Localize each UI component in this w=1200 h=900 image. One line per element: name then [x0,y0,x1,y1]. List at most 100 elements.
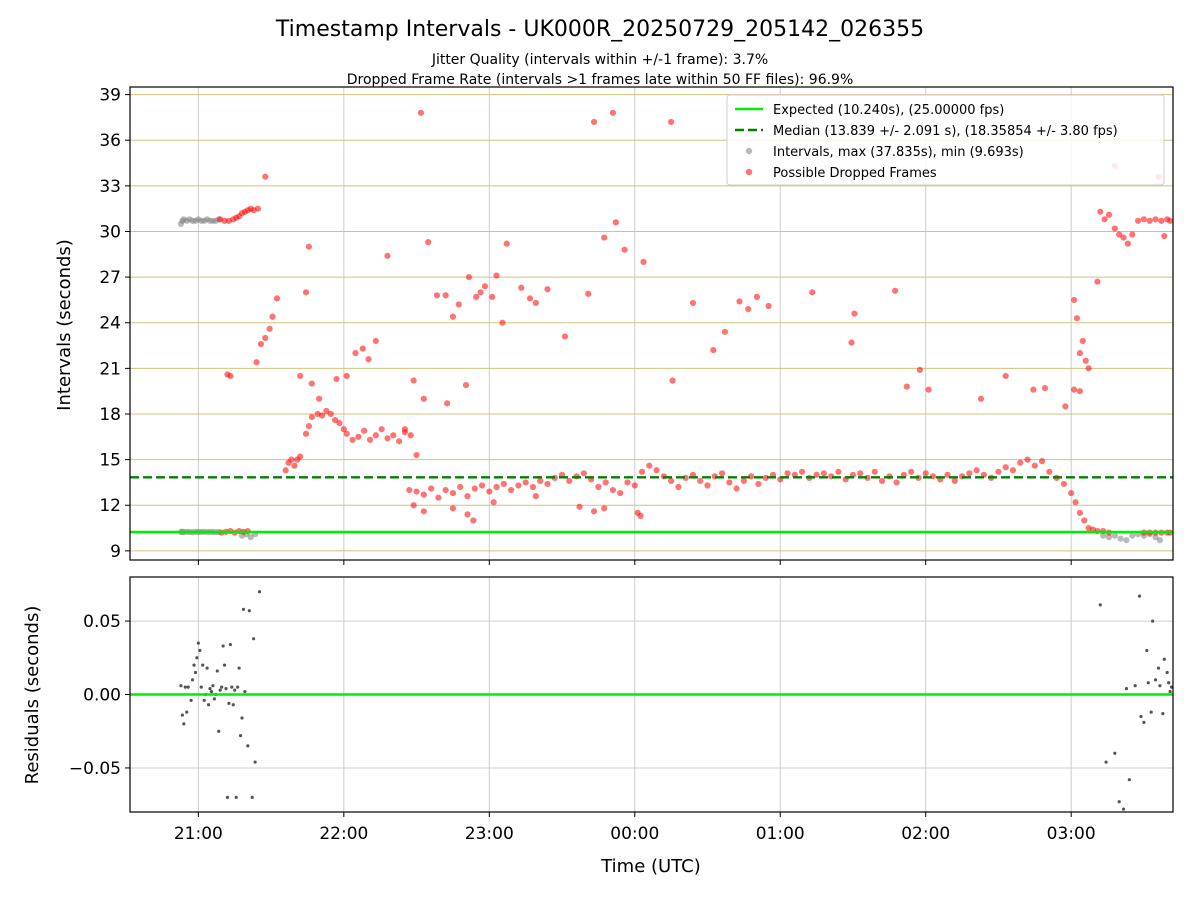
dropped-frame-point [288,456,295,463]
dropped-frame-point [526,295,534,302]
dropped-frame-point [305,423,313,430]
dropped-frame-point [609,486,617,494]
dropped-frame-point [1129,231,1136,238]
dropped-frame-point [621,246,628,253]
dropped-frame-point [407,432,414,439]
dropped-frame-point [227,372,234,380]
dropped-frame-point [532,299,539,307]
legend-dot-swatch [745,168,753,176]
dropped-frame-point [435,494,442,501]
residual-point [1137,594,1142,598]
dropped-frame-point [576,503,583,510]
legend-label: Possible Dropped Frames [773,166,937,181]
x-axis-label: Time (UTC) [600,856,701,877]
residual-point [205,666,209,670]
dropped-frame-point [668,477,675,485]
dropped-frame-point [1076,388,1084,395]
dropped-frame-point [733,485,740,492]
dropped-frame-point [668,118,675,126]
residual-point [1151,619,1155,623]
y-tick-label: 27 [99,268,121,288]
y-tick-label: 0.00 [83,686,121,706]
dropped-frame-point [1140,216,1148,223]
residual-point [237,666,241,670]
interval-point [247,534,254,541]
dropped-frame-point [413,488,420,495]
dropped-frame-point [903,383,910,390]
residual-point [240,716,244,720]
dropped-frame-point [490,499,497,506]
dropped-frame-point [612,219,619,226]
residual-point [215,669,219,673]
dropped-frame-point [262,334,269,342]
y-tick-label: 39 [99,86,121,106]
dropped-frame-point [710,347,717,354]
residual-point [201,663,205,667]
residual-point [1169,685,1174,689]
residual-point [1149,710,1153,714]
dropped-frame-point [585,290,592,297]
dropped-frame-point [892,287,899,294]
residual-point [208,687,212,691]
dropped-frame-point [820,470,827,477]
dropped-frame-point [857,470,864,477]
dropped-frame-point [1030,386,1037,393]
dropped-frame-point [609,109,617,116]
residual-point [217,729,221,733]
interval-point [1100,532,1107,539]
residuals-y-axis-label: Residuals (seconds) [22,606,43,785]
dropped-frame-point [1070,386,1078,393]
dropped-frame-point [449,313,457,320]
residual-point [257,590,262,594]
dropped-frame-point [973,467,980,474]
residual-point [1127,778,1131,782]
dropped-frame-point [499,319,506,326]
dropped-frame-point [420,508,427,515]
dropped-frame-point [372,432,379,439]
dropped-frame-point [366,436,374,443]
dropped-frame-point [835,468,842,475]
dropped-frame-point [1060,480,1067,488]
residual-point [221,644,225,648]
x-tick-label: 02:00 [901,824,950,844]
dropped-frame-point [464,493,471,500]
dropped-frame-point [745,305,752,313]
residual-point [234,795,238,799]
dropped-frame-point [631,482,638,489]
dropped-frame-point [740,477,747,485]
residual-point [246,744,250,748]
dropped-frame-point [508,486,515,494]
dropped-frame-point [457,483,464,491]
dropped-frame-point [355,433,362,440]
residual-point [182,722,186,726]
residual-point [247,609,251,613]
x-tick-label: 03:00 [1047,824,1096,844]
dropped-frame-point [410,502,417,509]
dropped-frame-point [1097,208,1104,215]
residual-point [1142,720,1146,725]
dropped-frame-point [449,505,457,512]
dropped-frame-point [266,325,273,332]
interval-point [1117,535,1124,542]
dropped-frame-point [813,471,820,478]
dropped-frame-point [580,470,587,477]
residual-point [231,703,235,707]
dropped-frame-point [396,438,403,445]
dropped-frame-point [640,258,647,266]
residual-point [227,701,231,705]
residual-point [224,687,228,691]
dropped-frame-point [602,479,609,486]
dropped-frame-point [617,489,624,497]
dropped-frame-point [444,400,451,407]
y-tick-label: 24 [99,314,121,334]
interval-point [1129,532,1136,539]
dropped-frame-point [486,488,493,495]
dropped-frame-point [908,468,915,475]
dropped-frame-point [449,489,457,497]
dropped-frame-point [262,173,269,180]
dropped-frame-point [489,293,496,300]
legend: Expected (10.240s), (25.00000 fps) Median… [726,94,1165,186]
dropped-frame-point [595,483,602,491]
dropped-frame-point [532,493,539,500]
residual-point [233,688,237,692]
